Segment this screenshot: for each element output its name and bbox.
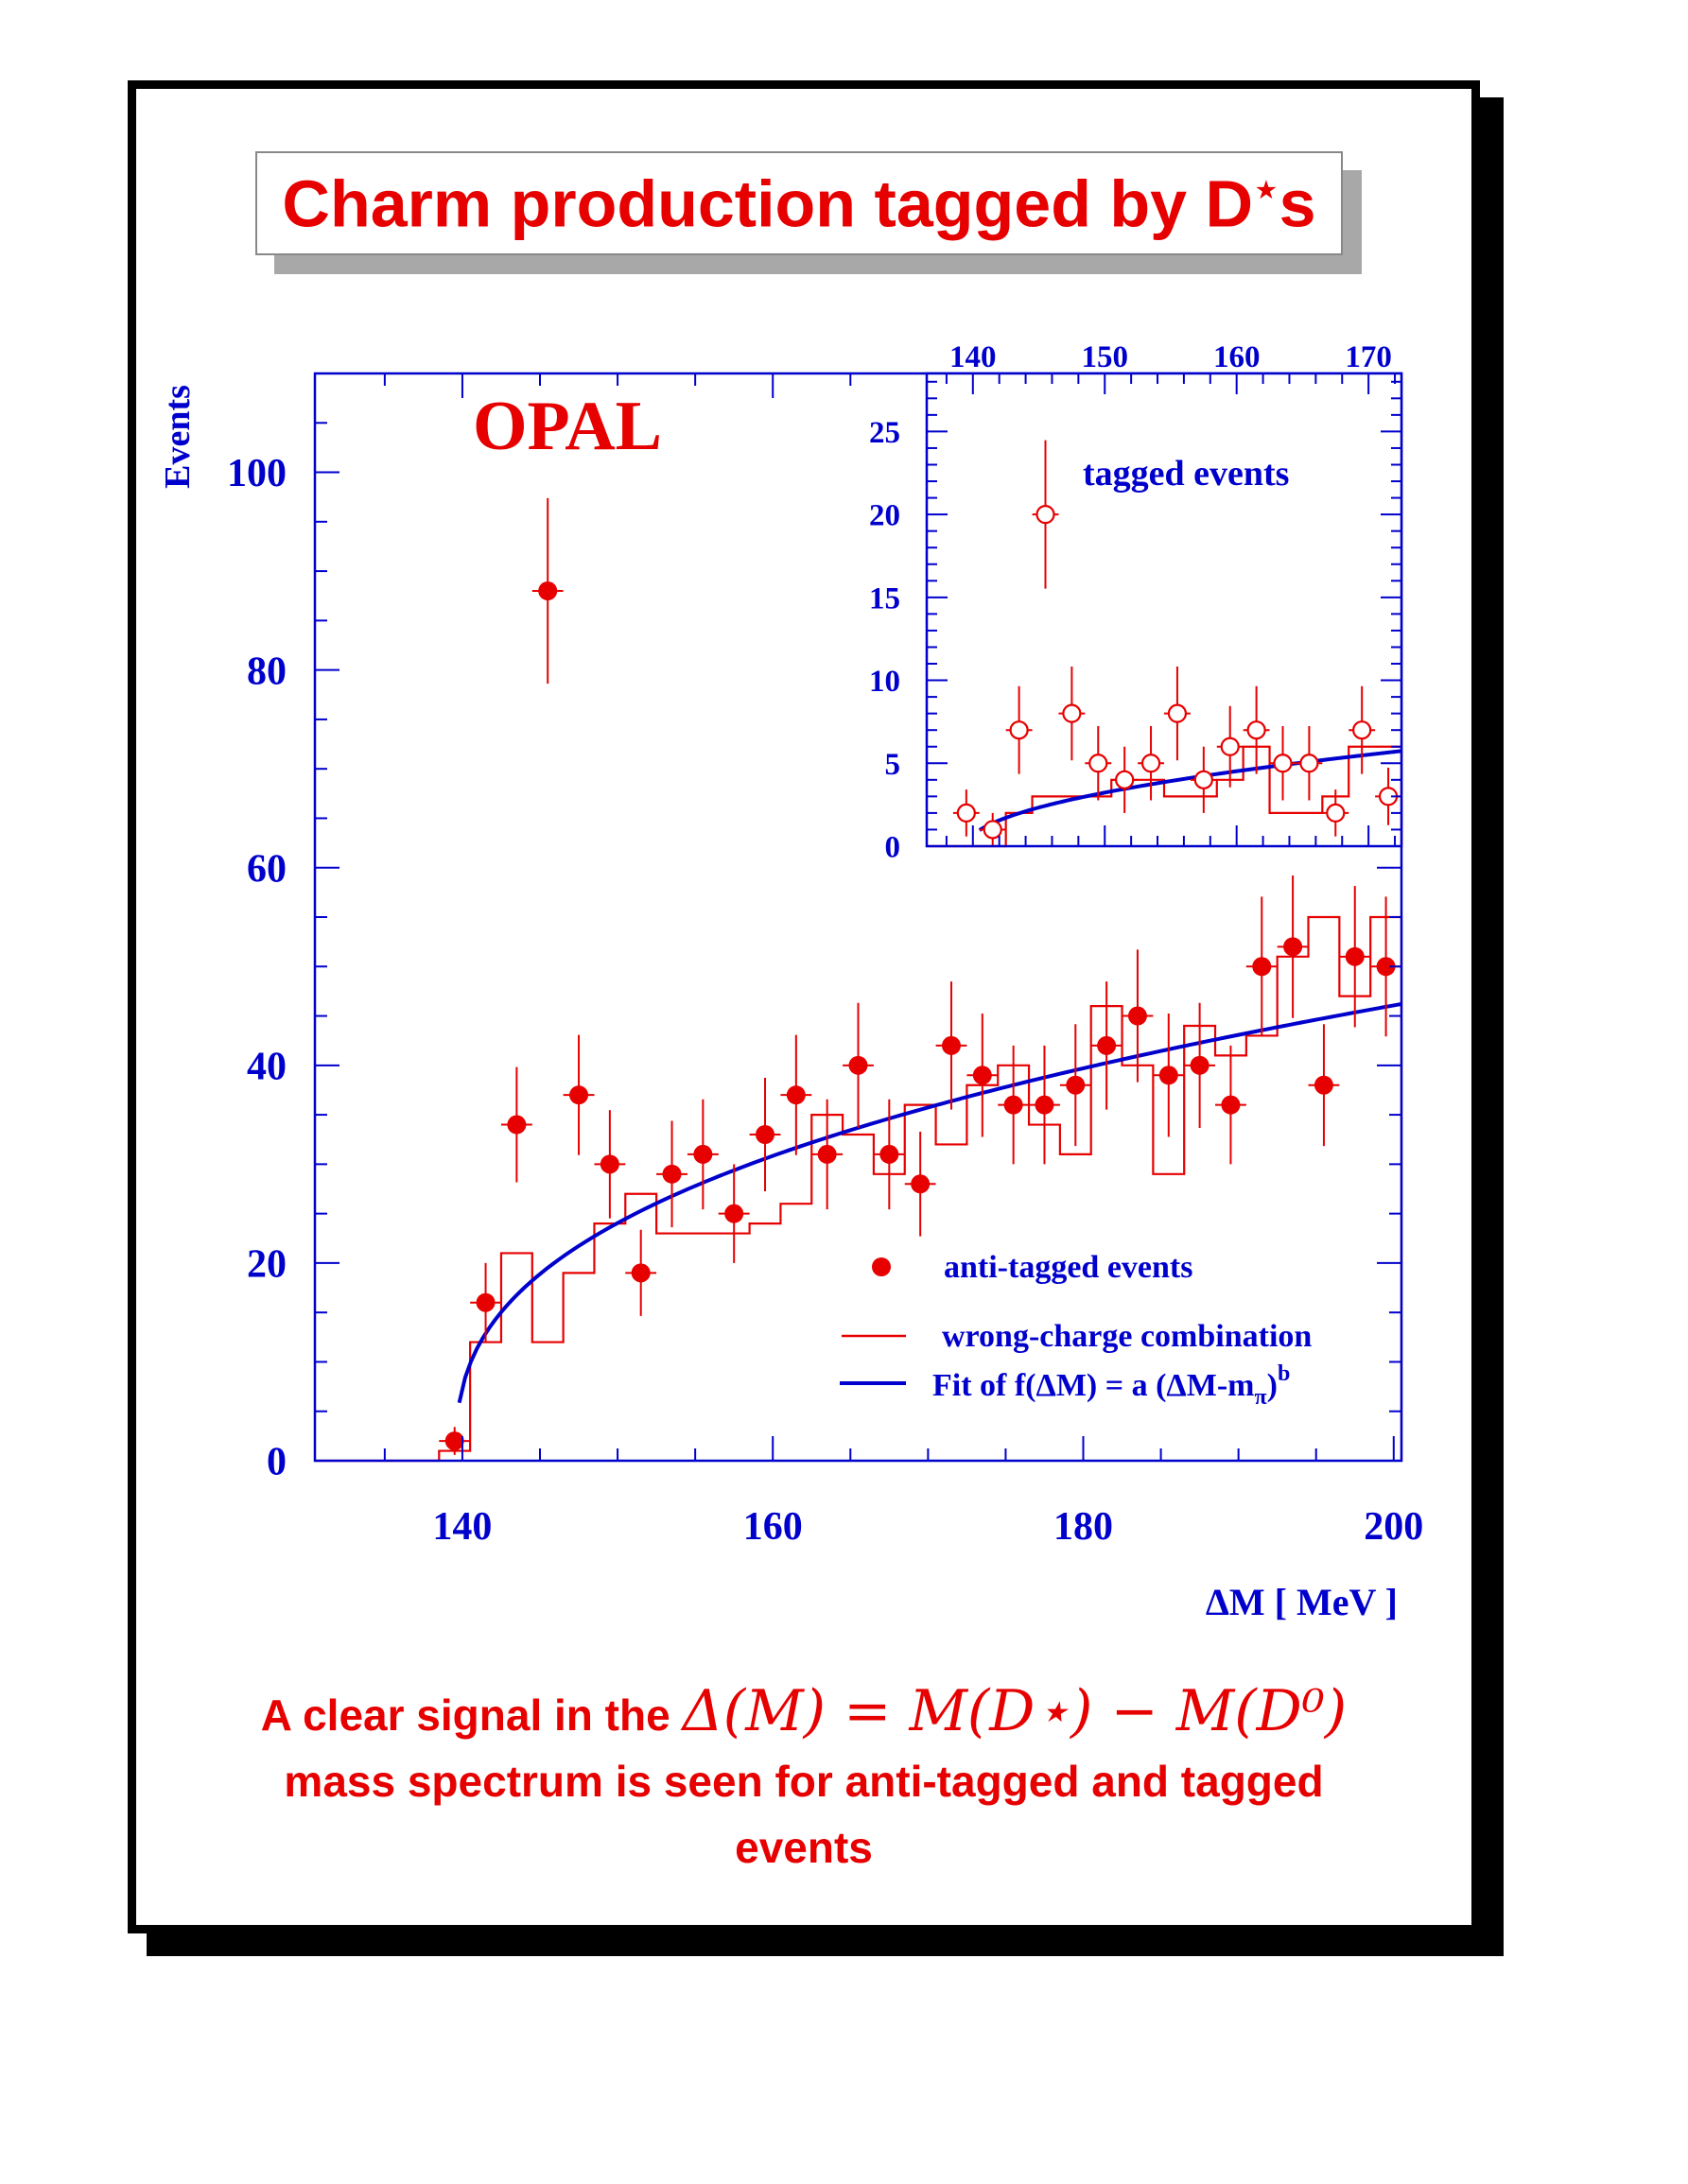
fit-label-sub: π — [1254, 1385, 1266, 1410]
inset-y-tick-label: 5 — [885, 748, 901, 782]
main-x-tick-label: 160 — [743, 1505, 803, 1549]
opal-label: OPAL — [473, 388, 662, 465]
caption-formula: Δ(M) = M(D⋆) − M(D⁰) — [682, 1678, 1348, 1744]
inset-x-tick-label: 160 — [1213, 340, 1261, 374]
main-data-point — [941, 1035, 961, 1055]
main-data-point — [972, 1066, 992, 1085]
inset-data-point — [1193, 770, 1213, 789]
main-data-point — [817, 1144, 837, 1164]
main-x-tick-label: 140 — [432, 1505, 492, 1549]
inset-fit-curve — [978, 749, 1402, 832]
main-data-point — [1097, 1035, 1117, 1055]
title-star: ⋆ — [1253, 165, 1279, 213]
main-data-point — [786, 1085, 806, 1105]
main-data-point — [1035, 1095, 1054, 1115]
main-data-point — [911, 1174, 931, 1194]
main-data-point — [756, 1125, 775, 1144]
main-data-point — [1158, 1066, 1178, 1085]
main-data-point — [569, 1085, 589, 1105]
inset-data-point — [1273, 754, 1293, 773]
main-y-tick-label: 20 — [247, 1243, 287, 1287]
inset-data-point — [1140, 754, 1161, 773]
main-y-tick-label: 60 — [247, 847, 287, 891]
inset-x-tick-label: 150 — [1082, 340, 1129, 374]
inset-y-tick-label: 20 — [869, 499, 900, 533]
inset-y-tick-label: 25 — [869, 416, 900, 450]
caption: A clear signal in the Δ(M) = M(D⋆) − M(D… — [151, 1678, 1456, 1881]
fit-label-prefix: Fit of f(ΔM) = a (ΔM-m — [932, 1368, 1254, 1403]
inset-data-point — [1352, 720, 1372, 740]
caption-line-1: A clear signal in the Δ(M) = M(D⋆) − M(D… — [151, 1678, 1456, 1748]
inset-data-point — [1115, 770, 1135, 789]
main-data-point — [476, 1292, 496, 1312]
inset-x-tick-label: 140 — [949, 340, 997, 374]
main-data-point — [1066, 1075, 1086, 1095]
inset-data-point — [1035, 505, 1055, 525]
legend-label-fit: Fit of f(ΔM) = a (ΔM-mπ)b — [932, 1361, 1290, 1410]
title-box: Charm production tagged by D⋆s — [255, 151, 1343, 255]
inset-data-point — [983, 820, 1002, 840]
fit-label-sup: b — [1278, 1361, 1290, 1386]
caption-line-2: mass spectrum is seen for anti-tagged an… — [284, 1757, 1324, 1806]
inset-data-point — [1062, 703, 1082, 723]
main-data-point — [1345, 946, 1365, 966]
legend-label-wrong-charge: wrong-charge combination — [942, 1319, 1312, 1354]
inset-background — [927, 373, 1401, 846]
main-data-point — [1314, 1075, 1333, 1095]
caption-line-3: events — [735, 1823, 873, 1872]
main-y-tick-label: 80 — [247, 650, 287, 693]
inset-data-point — [956, 803, 976, 823]
main-y-tick-label: 0 — [267, 1441, 287, 1484]
caption-line1-prefix: A clear signal in the — [260, 1690, 670, 1740]
main-y-tick-label: 100 — [227, 452, 287, 495]
main-data-point — [1003, 1095, 1023, 1115]
inset-data-point — [1299, 754, 1319, 773]
y-axis-label: Events — [158, 385, 198, 489]
page-title: Charm production tagged by D⋆s — [282, 165, 1315, 241]
inset-data-point — [1246, 720, 1266, 740]
main-data-point — [1252, 957, 1272, 977]
main-data-point — [507, 1115, 527, 1135]
main-data-point — [1376, 957, 1396, 977]
inset-y-tick-label: 0 — [885, 831, 901, 865]
main-data-point — [1190, 1055, 1209, 1075]
main-fit-curve — [457, 1001, 1402, 1404]
inset-y-tick-label: 15 — [869, 581, 900, 615]
main-data-point — [662, 1164, 682, 1184]
main-data-point — [444, 1431, 464, 1451]
inset-data-point — [1088, 754, 1108, 773]
main-data-point — [600, 1154, 619, 1174]
inset-plot-frame — [925, 372, 1403, 848]
main-data-point — [1221, 1095, 1241, 1115]
main-data-point — [538, 581, 558, 600]
main-data-point — [1127, 1006, 1147, 1026]
main-data-point — [848, 1055, 868, 1075]
main-y-tick-label: 40 — [247, 1046, 287, 1089]
title-suffix: s — [1279, 166, 1316, 241]
inset-data-point — [1167, 703, 1188, 723]
main-x-tick-label: 180 — [1053, 1505, 1113, 1549]
main-data-point — [1283, 937, 1303, 957]
legend-label-anti-tagged: anti-tagged events — [944, 1250, 1192, 1285]
inset-data-point — [1220, 737, 1240, 756]
legend-marker-anti-tagged — [872, 1257, 891, 1276]
inset-plot: 140 150 160 170 0 5 10 15 20 25 — [869, 340, 1403, 865]
main-x-tick-label: 200 — [1364, 1505, 1423, 1549]
inset-label: tagged events — [1083, 454, 1289, 494]
main-data-point — [724, 1204, 744, 1223]
main-data-point — [693, 1144, 713, 1164]
inset-y-tick-label: 10 — [869, 665, 900, 699]
x-axis-label: ΔM [ MeV ] — [1206, 1581, 1398, 1623]
main-data-point — [631, 1263, 651, 1283]
title-main: Charm production tagged by D — [282, 166, 1254, 241]
inset-data-point — [1009, 720, 1029, 740]
main-data-point — [879, 1144, 899, 1164]
fit-label-mid: ) — [1267, 1368, 1278, 1403]
inset-x-tick-label: 170 — [1345, 340, 1392, 374]
inset-data-point — [1326, 803, 1346, 823]
